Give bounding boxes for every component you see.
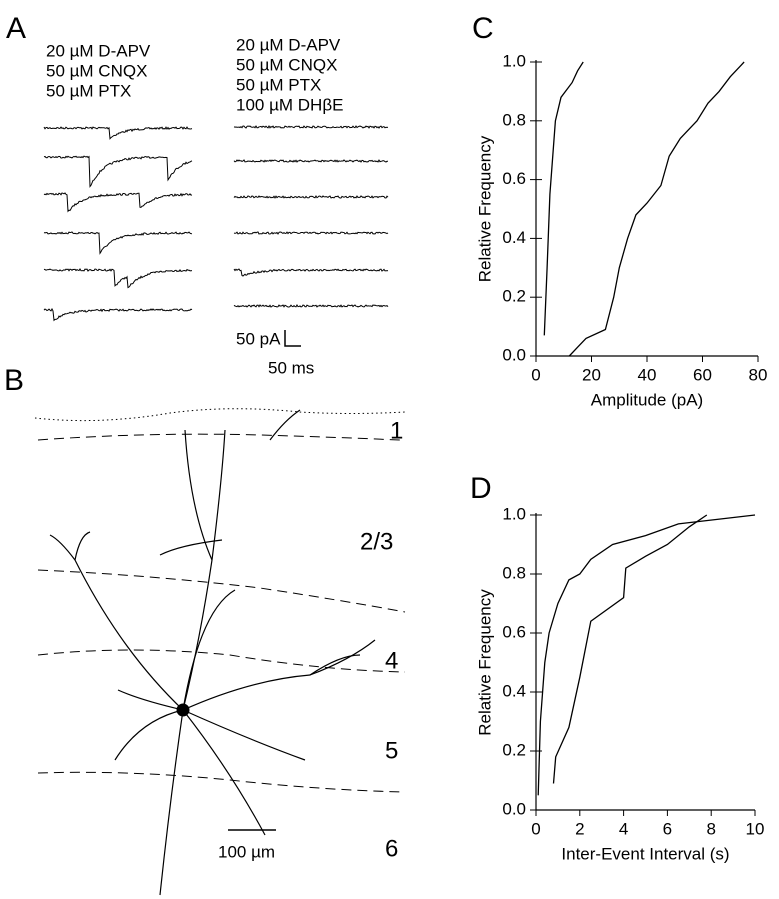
trace	[233, 194, 389, 199]
neuron-drawing	[34, 408, 406, 896]
panel-label: D	[470, 472, 492, 505]
layer-label: 5	[385, 737, 398, 764]
pia	[34, 408, 406, 422]
scale-label: 50 ms	[268, 358, 314, 377]
x-tick-label: 60	[693, 365, 712, 384]
layer-boundary	[37, 649, 406, 673]
x-tick-label: 10	[746, 819, 765, 838]
cumulative-curve	[568, 61, 745, 357]
trace	[43, 155, 193, 188]
scale-bar	[284, 330, 301, 347]
trace	[233, 231, 389, 235]
trace	[43, 231, 193, 255]
y-tick-label: 0.8	[502, 110, 526, 129]
x-tick-label: 0	[531, 365, 540, 384]
layer-boundary	[37, 569, 406, 613]
y-tick-label: 0.6	[502, 622, 526, 641]
layer-label: 4	[385, 647, 398, 674]
x-tick-label: 6	[663, 819, 672, 838]
condition: 50 µM PTX	[236, 75, 321, 94]
cumulative-curve	[552, 514, 708, 784]
y-axis-label: Relative Frequency	[475, 589, 494, 736]
x-tick-label: 4	[619, 819, 628, 838]
trace	[233, 159, 388, 163]
y-tick-label: 1.0	[502, 504, 526, 523]
x-tick-label: 40	[638, 365, 657, 384]
trace	[43, 192, 193, 213]
trace	[233, 304, 389, 308]
condition: 50 µM PTX	[46, 81, 131, 100]
y-tick-label: 0.6	[502, 169, 526, 188]
x-tick-label: 8	[706, 819, 715, 838]
y-tick-label: 0.8	[502, 563, 526, 582]
x-tick-label: 80	[749, 365, 768, 384]
condition: 100 µM DHβE	[236, 95, 343, 114]
y-tick-label: 0.0	[502, 799, 526, 818]
y-tick-label: 0.4	[502, 681, 526, 700]
layer-boundary	[37, 433, 401, 441]
layer-label: 6	[385, 835, 398, 862]
layer-boundary	[37, 771, 406, 793]
layer-label: 1	[390, 417, 403, 444]
scale-label: 50 pA	[236, 329, 281, 348]
trace	[233, 268, 389, 277]
condition: 50 µM CNQX	[236, 55, 337, 74]
y-axis-label: Relative Frequency	[475, 135, 494, 282]
panel-label: B	[4, 364, 24, 397]
y-tick-label: 0.2	[502, 740, 526, 759]
trace	[233, 124, 389, 129]
y-tick-label: 0.4	[502, 228, 526, 247]
dendrites	[49, 409, 376, 896]
x-axis-label: Amplitude (pA)	[591, 390, 703, 409]
trace	[43, 126, 193, 140]
trace	[43, 268, 193, 289]
scale-label: 100 µm	[218, 842, 275, 861]
layer-label: 2/3	[360, 528, 393, 555]
x-tick-label: 0	[531, 819, 540, 838]
condition: 20 µM D-APV	[46, 41, 151, 60]
x-tick-label: 2	[575, 819, 584, 838]
condition: 20 µM D-APV	[236, 35, 341, 54]
condition: 50 µM CNQX	[46, 61, 147, 80]
y-tick-label: 1.0	[502, 51, 526, 70]
traces	[43, 124, 389, 322]
panel-label: A	[6, 12, 26, 45]
x-tick-label: 20	[582, 365, 601, 384]
y-tick-label: 0.0	[502, 345, 526, 364]
x-axis-label: Inter-Event Interval (s)	[561, 844, 729, 863]
cumulative-curve	[543, 61, 584, 336]
cumulative-curve	[537, 514, 756, 796]
y-tick-label: 0.2	[502, 287, 526, 306]
trace	[43, 307, 193, 322]
panel-label: C	[472, 12, 494, 45]
